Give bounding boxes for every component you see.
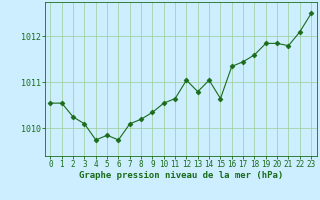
X-axis label: Graphe pression niveau de la mer (hPa): Graphe pression niveau de la mer (hPa) [79, 171, 283, 180]
